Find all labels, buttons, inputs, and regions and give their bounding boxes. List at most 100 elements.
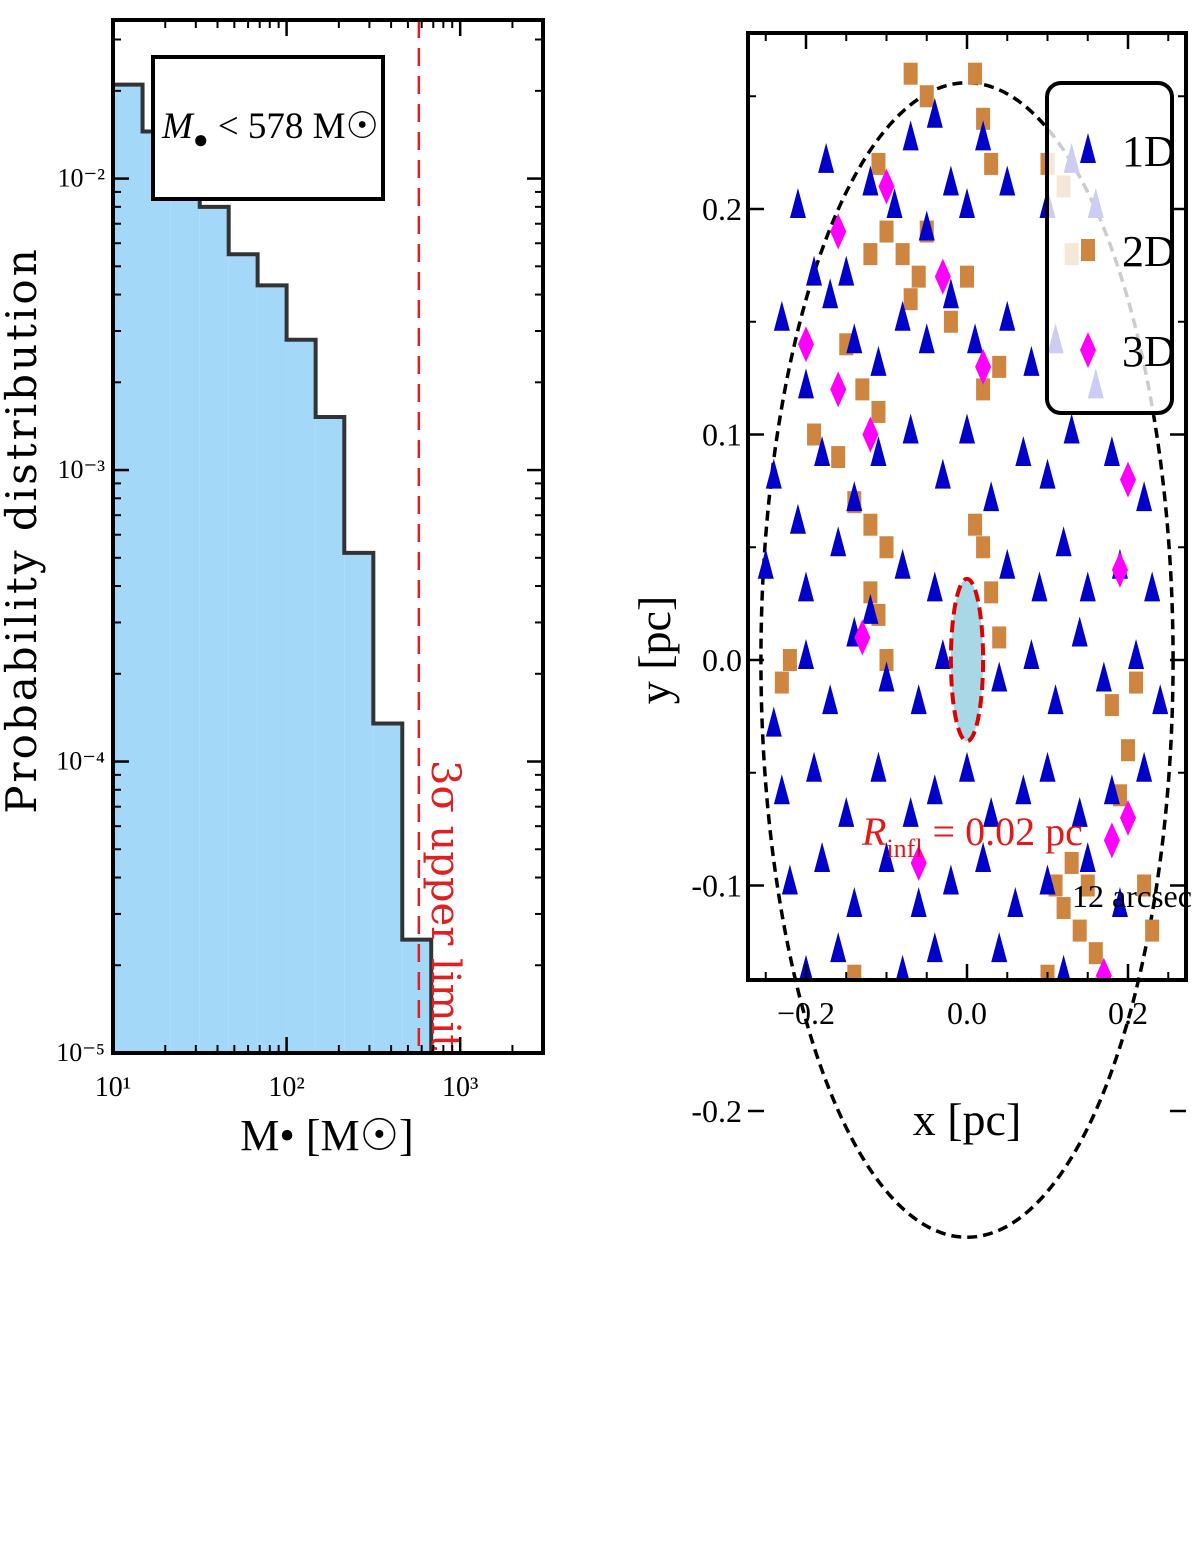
legend: 1D 2D 3D [1045,81,1176,415]
point-1D [818,142,835,173]
point-1D [959,188,975,218]
point-2D [1049,1100,1063,1122]
point-1D [846,1135,862,1165]
point-2D [943,310,958,333]
point-1D [1079,841,1096,872]
point-1D [919,1045,935,1075]
point-1D [983,481,1000,512]
point-1D [1136,481,1153,512]
x-tick-label: 10¹ [95,1072,131,1103]
point-1D [1015,774,1032,805]
scatter-panel: Rinfl = 0.02 pc 12 arcsec −0.2 0.0 0.2 0.2 0… [629,31,1192,1240]
point-3D [878,168,895,205]
histogram-bar [373,723,403,1053]
histogram-panel: 3σ upper limit 10¹ 10² 10³ 10⁻² 10⁻³ 10⁻⁴ 10⁻⁵… [0,18,545,1160]
point-2D [1049,1010,1063,1032]
point-1D [870,436,887,467]
point-2D [1065,987,1079,1009]
histogram-bar [228,254,258,1054]
point-1D [902,796,919,827]
point-1D [983,1067,999,1097]
point-2D [847,964,862,980]
point-2D [839,1010,853,1032]
legend-item-3D: 3D [1080,327,1176,376]
point-2D [1072,919,1087,942]
point-2D [1032,1123,1046,1145]
histogram-bar [344,552,374,1053]
point-1D [822,1045,838,1075]
point-1D [1136,751,1153,782]
y-axis-label: Probability distribution [0,246,46,814]
point-2D [782,649,797,671]
legend-marker-1D [1080,133,1096,163]
point-2D [807,423,822,446]
x-tick-label: 10³ [442,1072,478,1103]
point-2D [1057,1032,1071,1054]
point-1D [846,323,863,354]
legend-label-2D: 2D [1122,227,1176,276]
point-2D [911,265,926,288]
y-tick-label: 10⁻⁵ [56,1038,105,1067]
point-1D [1015,1045,1031,1075]
point-1D [781,864,798,895]
point-2D [976,536,991,559]
point-1D [1007,1158,1023,1188]
point-1D [926,932,943,963]
influence-radius-label: Rinfl = 0.02 pc [861,809,1083,863]
point-1D [1031,571,1048,602]
series-3D [798,168,1136,980]
point-1D [798,571,814,602]
point-1D [870,345,887,376]
point-1D [1128,639,1145,669]
point-1D [814,841,831,872]
point-2D [1080,874,1095,897]
point-1D [798,368,814,399]
histogram-bars [113,82,434,1054]
point-1D [959,413,975,444]
point-1D [1015,436,1032,467]
legend-marker-2D [1081,239,1095,261]
point-1D [1095,661,1112,692]
point-2D [960,265,974,288]
point-1D [1103,436,1120,467]
histogram-frame [111,18,545,1055]
histogram-bar [170,150,200,1053]
point-1D [975,120,992,151]
point-1D [926,97,943,128]
y-tick-label: 10⁻⁴ [56,747,105,776]
point-2D [968,62,983,85]
point-2D [895,243,910,266]
point-1D [765,706,782,737]
point-1D [846,887,863,918]
point-1D [879,1113,895,1143]
point-1D [789,503,806,534]
point-1D [983,796,1000,827]
point-1D [1056,954,1071,980]
point-1D [1055,526,1072,557]
point-2D [1129,671,1144,694]
point-1D [1023,639,1040,669]
point-3D [1120,799,1136,836]
x-axis-label: M• [M☉] [240,1111,413,1160]
point-2D [968,513,983,536]
point-1D [934,458,951,489]
point-1D [926,571,943,602]
point-1D [934,639,951,669]
y-tick-label: -0.2 [691,1093,742,1129]
point-3D [1103,822,1120,859]
point-2D [992,626,1007,649]
point-1D [1048,1022,1064,1052]
point-3D [798,326,814,363]
point-1D [1063,413,1080,444]
point-1D [1071,796,1088,827]
point-1D [878,661,895,692]
point-1D [814,436,831,467]
point-3D [1111,551,1128,588]
legend-label-1D: 1D [1122,127,1176,176]
point-1D [902,413,919,444]
point-1D [862,593,879,624]
y-axis-label: y [pc] [629,596,680,705]
histogram-bar [315,417,345,1053]
point-2D [1104,694,1119,717]
influence-circle [948,576,986,744]
